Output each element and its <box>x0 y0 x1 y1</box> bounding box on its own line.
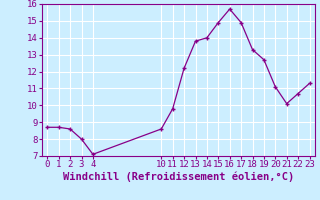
X-axis label: Windchill (Refroidissement éolien,°C): Windchill (Refroidissement éolien,°C) <box>63 172 294 182</box>
